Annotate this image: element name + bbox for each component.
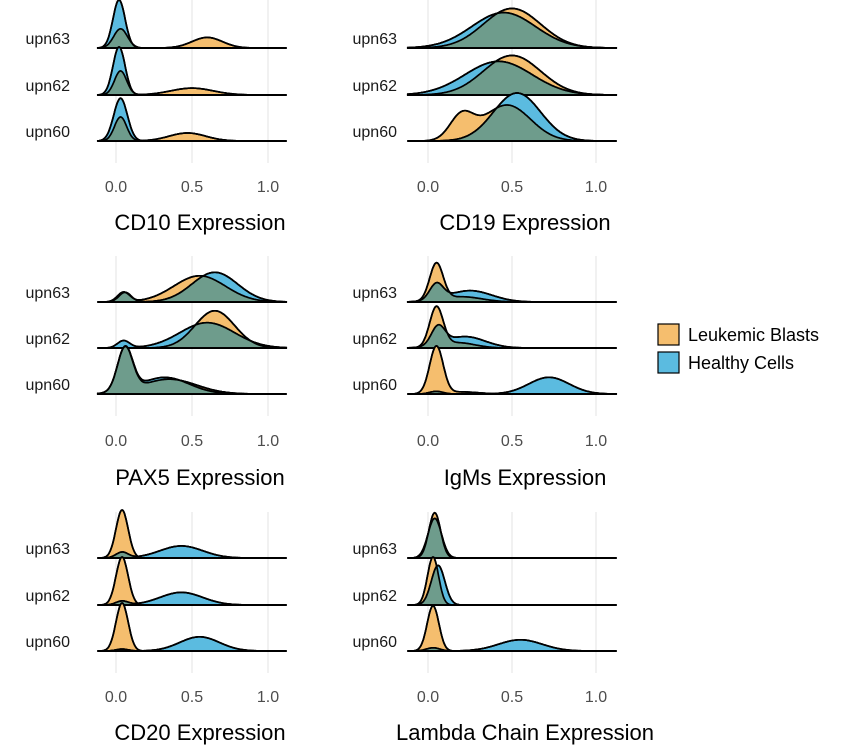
ridge-outline-healthy-upn60 [407,92,617,142]
ridge-outline-healthy-upn63 [406,11,618,49]
group-label-upn60: upn60 [26,377,71,394]
x-tick-label: 1.0 [585,689,607,706]
group-label-upn62: upn62 [353,588,398,605]
group-label-upn60: upn60 [26,124,71,141]
ridge-outline-healthy-upn62 [407,564,617,606]
ridge-outline-healthy-upn63 [407,517,617,559]
ridges [96,509,288,652]
x-tick-label: 0.5 [181,689,203,706]
ridge-overlap-upn63 [407,12,617,48]
group-label-upn60: upn60 [353,124,398,141]
ridges [406,7,618,142]
ridges [96,0,288,142]
group-label-upn63: upn63 [26,541,71,558]
group-label-upn63: upn63 [353,31,398,48]
ridge-outline-healthy-upn60 [407,376,618,395]
ridge-overlap-upn62 [407,565,617,605]
x-tick-label: 0.0 [417,433,439,450]
group-label-upn62: upn62 [353,78,398,95]
ridge-overlap-upn60 [407,105,617,141]
x-tick-label: 0.0 [417,689,439,706]
legend-label-healthy-cells: Healthy Cells [688,353,794,373]
legend-label-leukemic-blasts: Leukemic Blasts [688,325,819,345]
x-tick-label: 0.5 [501,179,523,196]
panel-lambda-chain-expression: upn63 upn62 upn60 0.0 0.5 1.0 Lambda Chain Exp… [353,511,654,745]
x-tick-label: 0.0 [105,689,127,706]
group-label-upn63: upn63 [353,541,398,558]
x-tick-label: 1.0 [257,689,279,706]
panel-pax5-expression: upn63 upn62 upn60 0.0 0.5 1.0 PAX5 Expression [26,256,288,490]
group-label-upn62: upn62 [26,588,71,605]
ridge-outline-healthy-upn62 [406,323,617,349]
x-axis-title: Lambda Chain Expression [396,720,654,745]
group-label-upn63: upn63 [353,285,398,302]
ridge-outline-healthy-upn62 [406,60,618,96]
x-tick-label: 1.0 [585,433,607,450]
x-tick-label: 0.0 [105,179,127,196]
legend-key-healthy-cells [657,351,680,374]
ridge-outline-healthy-upn60 [97,635,287,652]
ridges [96,271,288,395]
x-tick-label: 1.0 [257,433,279,450]
group-label-upn60: upn60 [353,634,398,651]
x-tick-label: 0.0 [105,433,127,450]
x-axis-title: PAX5 Expression [115,465,285,490]
x-tick-label: 1.0 [585,179,607,196]
ridge-overlap-upn63 [407,518,617,558]
group-label-upn63: upn63 [26,31,71,48]
ridge-outline-healthy-upn63 [97,271,288,303]
ridge-outline-healthy-upn63 [97,545,287,559]
panel-igms-expression: upn63 upn62 upn60 0.0 0.5 1.0 IgMs Expression [353,256,618,490]
x-tick-label: 0.5 [181,433,203,450]
x-tick-label: 0.5 [181,179,203,196]
ridge-outline-healthy-upn60 [407,638,617,652]
x-tick-label: 1.0 [257,179,279,196]
group-label-upn60: upn60 [353,377,398,394]
x-axis-title: IgMs Expression [444,465,607,490]
group-label-upn62: upn62 [26,331,71,348]
panel-cd20-expression: upn63 upn62 upn60 0.0 0.5 1.0 CD20 Expression [26,509,288,745]
ridge-overlap-upn63 [407,282,617,302]
x-axis-title: CD10 Expression [114,210,285,235]
ridge-overlap-upn62 [407,61,617,95]
group-label-upn62: upn62 [353,331,398,348]
panel-cd19-expression: upn63 upn62 upn60 0.0 0.5 1.0 CD19 Expression [353,0,618,235]
ridge-outline-healthy-upn63 [406,281,617,303]
x-tick-label: 0.5 [501,433,523,450]
ridges [406,261,618,395]
group-label-upn60: upn60 [26,634,71,651]
panel-cd10-expression: upn63 upn62 upn60 0.0 0.5 1.0 CD10 Expression [26,0,288,235]
x-tick-label: 0.0 [417,179,439,196]
ridge-outline-healthy-upn60 [96,345,287,395]
ridge-outline-healthy-upn62 [97,321,288,349]
ridge-outline-healthy-upn63 [96,0,287,49]
x-axis-title: CD19 Expression [439,210,610,235]
ridge-overlap-upn63 [97,275,287,302]
x-tick-label: 0.5 [501,689,523,706]
x-axis-title: CD20 Expression [114,720,285,745]
ridge-overlap-upn62 [407,324,617,348]
legend-key-leukemic-blasts [657,323,680,346]
ridges [406,511,618,652]
ridge-outline-healthy-upn62 [97,591,287,606]
ridge-outline-healthy-upn60 [96,97,287,142]
group-label-upn62: upn62 [26,78,71,95]
group-label-upn63: upn63 [26,285,71,302]
ridge-outline-healthy-upn62 [96,45,287,96]
legend: Leukemic Blasts Healthy Cells [657,323,819,374]
